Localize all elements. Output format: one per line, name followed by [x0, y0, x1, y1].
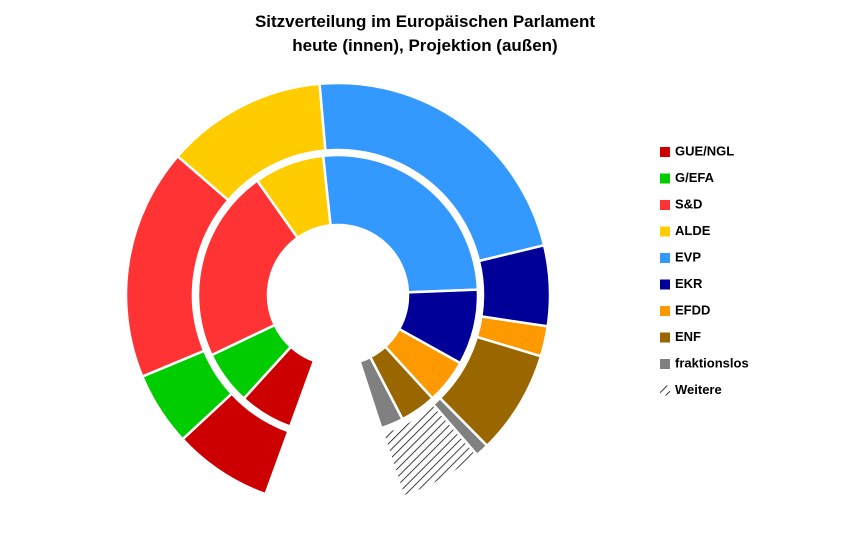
legend-label: fraktionslos: [675, 355, 749, 370]
legend-label: EFDD: [675, 302, 710, 317]
legend-swatch: [660, 226, 670, 237]
legend-label: S&D: [675, 196, 702, 211]
legend-swatch: [660, 279, 670, 290]
slice: [321, 153, 480, 294]
slice: [358, 355, 405, 430]
legend-label: ENF: [675, 329, 701, 344]
legend-label: GUE/NGL: [675, 143, 734, 158]
legend-swatch: [660, 332, 670, 343]
legend-label: ALDE: [675, 223, 711, 238]
legend-swatch: [660, 173, 670, 184]
legend-swatch: [660, 147, 670, 157]
legend-label: Weitere: [675, 382, 722, 397]
chart-subtitle: heute (innen), Projektion (außen): [292, 36, 557, 55]
slice: [477, 243, 552, 328]
legend-swatch: [660, 385, 670, 396]
slice: [381, 402, 479, 499]
legend-swatch: [660, 306, 670, 316]
slice: [196, 178, 300, 357]
legend-swatch: [660, 359, 670, 369]
legend-label: EVP: [675, 249, 701, 264]
legend-label: EKR: [675, 276, 703, 291]
legend-swatch: [660, 253, 670, 263]
legend-label: G/EFA: [675, 170, 715, 185]
chart-title: Sitzverteilung im Europäischen Parlament: [255, 12, 595, 31]
legend-swatch: [660, 200, 670, 210]
